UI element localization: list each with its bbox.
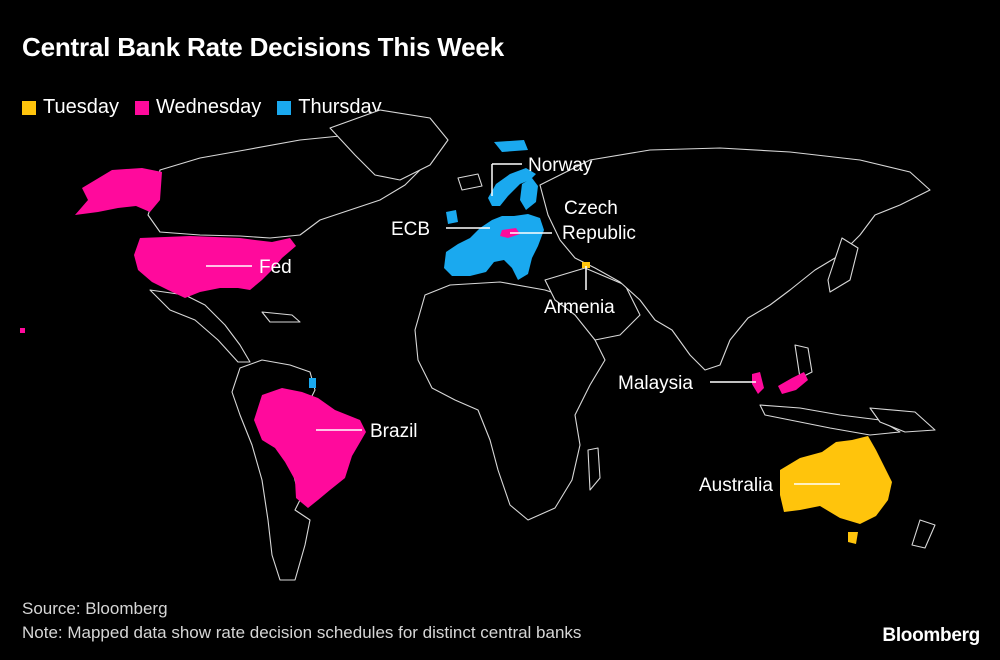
region-svalbard [494,140,528,152]
land-middle-east [544,267,641,341]
note-text: Note: Mapped data show rate decision sch… [22,623,582,642]
source-text: Source: Bloomberg [22,599,168,618]
land-japan [827,237,859,293]
region-armenia [582,262,590,268]
label-czech: Czech [564,198,618,219]
label-australia: Australia [699,475,773,496]
land-new-zealand [911,519,936,549]
region-eurozone [444,214,544,280]
region-tasmania [848,532,858,544]
land-philippines [794,344,813,379]
land-caribbean [261,311,301,323]
highlighted-countries [20,140,892,544]
region-french-guiana [309,378,316,388]
land-indonesia [759,404,901,436]
legend-item-wednesday: Wednesday [134,96,262,119]
label-ecb: ECB [391,219,430,240]
label-armenia: Armenia [544,297,615,318]
label-malaysia: Malaysia [618,373,693,394]
region-norway [488,168,536,206]
land-asia [539,147,931,371]
land-iceland [457,173,483,191]
legend: Tuesday Wednesday Thursday [22,96,398,119]
map-labels: Fed Brazil Norway ECB Czech Republic Arm… [259,155,773,496]
land-greenland [329,109,449,181]
legend-label-tuesday: Tuesday [43,96,119,118]
label-norway: Norway [528,155,593,176]
land-madagascar [587,447,601,491]
legend-label-thursday: Thursday [298,96,382,118]
region-australia [780,436,892,524]
region-malaysia-peninsula [752,372,764,394]
chart-title: Central Bank Rate Decisions This Week [22,32,504,62]
region-ireland [446,210,458,224]
legend-label-wednesday: Wednesday [155,96,262,118]
legend-swatch-wednesday [134,100,149,115]
region-finland [520,178,538,210]
footer: Source: Bloomberg Note: Mapped data show… [22,597,581,645]
label-brazil: Brazil [370,421,418,442]
region-alaska [75,168,162,215]
legend-swatch-tuesday [22,100,36,115]
legend-swatch-thursday [277,100,292,115]
legend-item-thursday: Thursday [277,96,382,119]
legend-item-tuesday: Tuesday [22,96,119,119]
bloomberg-logo: Bloomberg [882,625,980,646]
land-new-guinea [869,407,936,433]
label-republic: Republic [562,223,636,244]
label-fed: Fed [259,257,292,278]
land-mexico [149,289,251,363]
region-hawaii [20,328,25,333]
region-usa [134,236,296,298]
region-brazil [254,388,366,508]
region-malaysia-borneo [778,372,808,394]
base-land [147,109,936,581]
leader-lines [206,163,840,485]
